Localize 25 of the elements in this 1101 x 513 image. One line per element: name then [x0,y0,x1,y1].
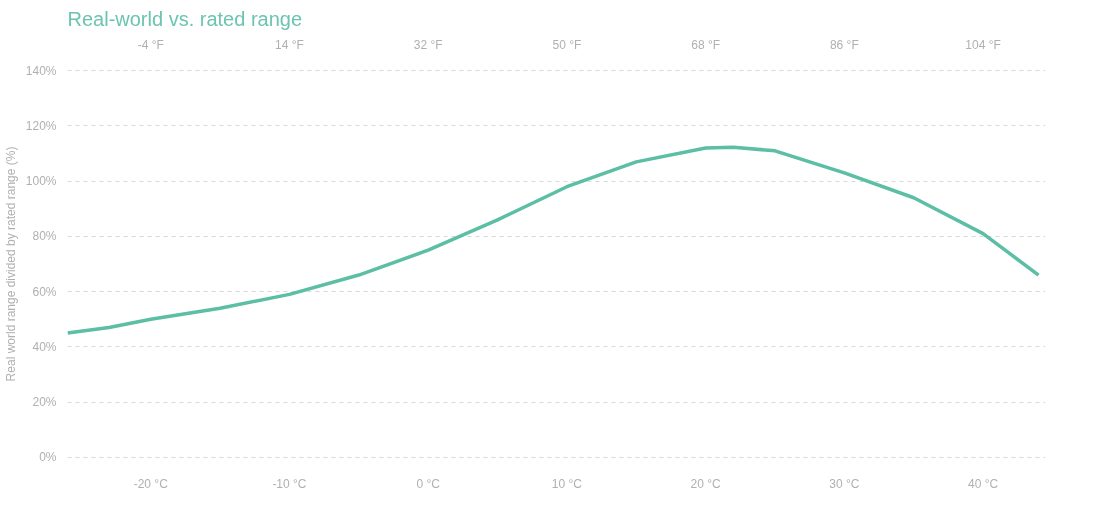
y-tick-label: 120% [25,118,57,133]
y-tick-label: 60% [32,284,57,299]
x-tick-label: -10 °C [272,476,307,491]
x2-tick-label: -4 °F [137,37,164,52]
x2-tick-label: 104 °F [965,37,1001,52]
y-axis-title: Real world range divided by rated range (%) [3,146,18,382]
x2-tick-label: 86 °F [829,37,859,52]
y-tick-label: 140% [25,63,57,78]
y-tick-label: 20% [32,395,57,410]
y-tick-label: 40% [32,339,57,354]
x-tick-label: -20 °C [133,476,169,491]
x2-tick-label: 50 °F [552,37,582,52]
x-tick-label: 0 °C [416,476,441,491]
x-tick-label: 40 °C [968,476,999,491]
x2-tick-label: 32 °F [413,37,443,52]
chart-title: Real-world vs. rated range [67,7,303,30]
x2-tick-label: 68 °F [691,37,721,52]
x-tick-label: 30 °C [829,476,860,491]
x-tick-label: 10 °C [551,476,583,491]
y-tick-label: 0% [39,450,57,465]
y-tick-label: 80% [32,229,57,244]
line-series [67,145,1041,335]
y-tick-label: 100% [25,174,57,189]
x2-tick-label: 14 °F [275,37,304,52]
x-tick-label: 20 °C [690,476,722,491]
